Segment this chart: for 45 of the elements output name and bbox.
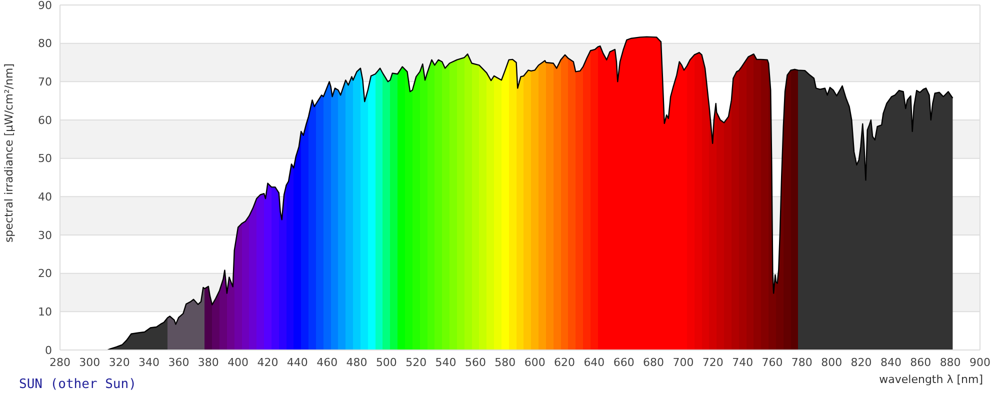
y-tick-label: 60 — [38, 114, 52, 127]
x-axis-title: wavelength λ [nm] — [879, 373, 983, 386]
x-tick-label: 380 — [198, 356, 219, 369]
x-tick-label: 420 — [257, 356, 278, 369]
y-tick-label: 0 — [45, 344, 52, 357]
x-tick-label: 660 — [613, 356, 634, 369]
y-tick-label: 90 — [38, 0, 52, 12]
x-tick-label: 820 — [850, 356, 872, 369]
x-tick-label: 680 — [643, 356, 664, 369]
x-tick-label: 860 — [910, 356, 932, 369]
x-tick-label: 640 — [584, 356, 605, 369]
x-tick-label: 340 — [138, 356, 160, 369]
x-tick-label: 540 — [435, 356, 456, 369]
y-tick-label: 10 — [38, 306, 52, 319]
x-tick-label: 560 — [464, 356, 486, 369]
x-tick-label: 600 — [524, 356, 546, 369]
x-tick-label: 880 — [940, 356, 961, 369]
x-tick-label: 900 — [970, 356, 990, 369]
x-tick-label: 620 — [554, 356, 576, 369]
x-tick-label: 480 — [346, 356, 368, 369]
y-tick-label: 50 — [38, 152, 52, 166]
y-tick-label: 30 — [38, 228, 52, 242]
x-tick-label: 700 — [672, 356, 694, 369]
x-tick-label: 780 — [791, 356, 812, 369]
x-tick-label: 520 — [406, 356, 427, 369]
x-tick-label: 840 — [880, 356, 902, 369]
x-tick-label: 760 — [762, 356, 783, 369]
text: SUN (other Sun) — [19, 377, 136, 392]
x-tick-label: 320 — [108, 356, 130, 369]
x-tick-label: 440 — [286, 356, 308, 369]
x-tick-label: 720 — [702, 356, 724, 369]
x-tick-label: 580 — [494, 356, 516, 369]
y-tick-label: 40 — [38, 190, 52, 204]
x-tick-label: 460 — [316, 356, 338, 369]
x-tick-label: 280 — [50, 356, 70, 369]
x-tick-label: 400 — [228, 356, 249, 369]
y-tick-label: 70 — [38, 76, 52, 89]
x-tick-label: 740 — [732, 356, 754, 369]
x-tick-label: 300 — [79, 356, 100, 369]
y-tick-label: 20 — [38, 267, 52, 280]
y-tick-label: 80 — [38, 37, 52, 50]
y-axis-title: spectral irradiance [µW/cm²/nm] — [2, 63, 16, 243]
x-tick-label: 800 — [821, 356, 842, 369]
x-tick-label: 360 — [168, 356, 190, 369]
x-tick-label: 500 — [376, 356, 397, 369]
